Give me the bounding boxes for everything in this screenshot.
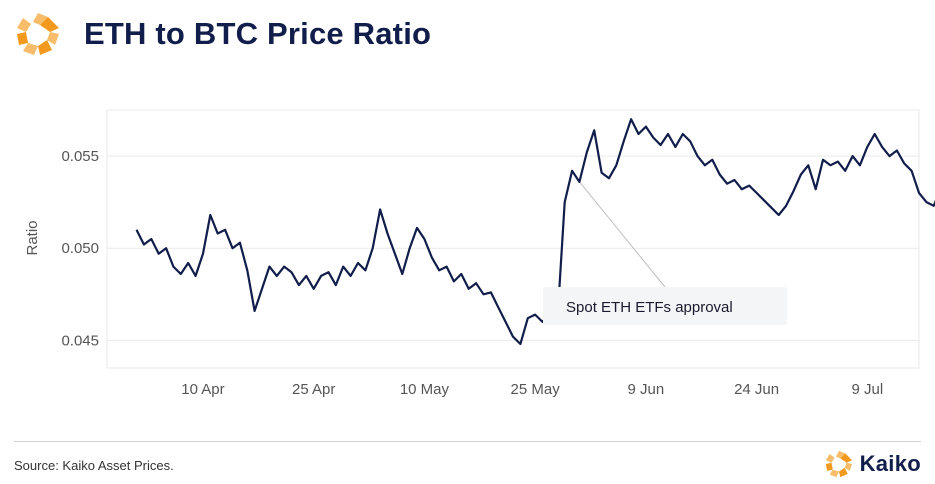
brand: Kaiko [824,449,921,479]
y-tick-label: 0.045 [61,332,99,349]
x-tick-label: 25 May [511,381,561,398]
y-tick-label: 0.050 [61,240,99,257]
y-axis-ticks: 0.045 0.050 0.055 [61,148,99,349]
x-tick-label: 25 Apr [292,381,335,398]
source-note: Source: Kaiko Asset Prices. [14,458,174,473]
footer-divider [14,441,921,442]
page-title: ETH to BTC Price Ratio [84,16,432,51]
header: ETH to BTC Price Ratio [14,8,431,60]
y-tick-label: 0.055 [61,148,99,165]
brand-name: Kaiko [859,451,921,476]
x-tick-label: 10 Apr [181,381,224,398]
plot-area [106,109,920,369]
line-chart: 0.045 0.050 0.055 10 Apr 25 Apr 10 May 25 May… [24,109,935,398]
y-axis-label: Ratio [24,220,41,255]
series-line [135,118,935,346]
kaiko-logo-icon [825,450,852,478]
x-axis-ticks: 10 Apr 25 Apr 10 May 25 May 9 Jun 24 Jun 9 Jul [181,381,883,398]
kaiko-logo-icon [17,13,59,55]
annotation-text: Spot ETH ETFs approval [566,299,733,316]
annotation-box [543,287,787,325]
annotation-leader-line [579,181,666,288]
x-tick-label: 24 Jun [734,381,779,398]
x-tick-label: 10 May [400,381,450,398]
x-tick-label: 9 Jun [628,381,665,398]
x-tick-label: 9 Jul [851,381,883,398]
